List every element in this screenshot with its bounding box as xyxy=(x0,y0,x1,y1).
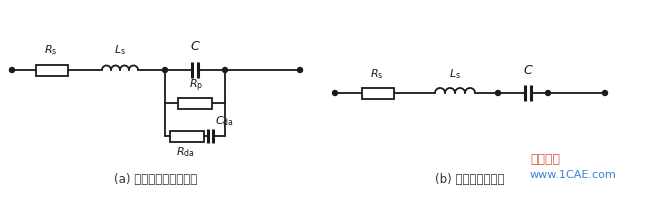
Text: (b) 电容器简化模型: (b) 电容器简化模型 xyxy=(436,173,505,186)
Text: $C$: $C$ xyxy=(523,64,534,77)
Text: $L_\mathrm{s}$: $L_\mathrm{s}$ xyxy=(449,67,461,81)
Circle shape xyxy=(333,90,337,95)
Bar xyxy=(170,130,204,141)
Text: $R_\mathrm{p}$: $R_\mathrm{p}$ xyxy=(189,78,203,94)
Text: 仿真在线: 仿真在线 xyxy=(530,153,560,166)
Bar xyxy=(36,64,68,76)
Text: $R_\mathrm{da}$: $R_\mathrm{da}$ xyxy=(176,145,194,159)
Circle shape xyxy=(10,68,14,73)
Bar xyxy=(362,88,394,99)
Bar xyxy=(178,98,212,109)
Text: $R_\mathrm{s}$: $R_\mathrm{s}$ xyxy=(370,67,383,81)
Text: $C$: $C$ xyxy=(190,40,200,53)
Text: $R_\mathrm{s}$: $R_\mathrm{s}$ xyxy=(44,43,58,57)
Circle shape xyxy=(545,90,551,95)
Text: $L_\mathrm{s}$: $L_\mathrm{s}$ xyxy=(114,43,126,57)
Circle shape xyxy=(162,68,168,73)
Circle shape xyxy=(495,90,500,95)
Circle shape xyxy=(298,68,302,73)
Text: $C_\mathrm{da}$: $C_\mathrm{da}$ xyxy=(215,114,234,128)
Circle shape xyxy=(222,68,227,73)
Circle shape xyxy=(603,90,608,95)
Text: (a) 电容器实际等效电路: (a) 电容器实际等效电路 xyxy=(114,173,198,186)
Text: www.1CAE.com: www.1CAE.com xyxy=(530,170,617,180)
